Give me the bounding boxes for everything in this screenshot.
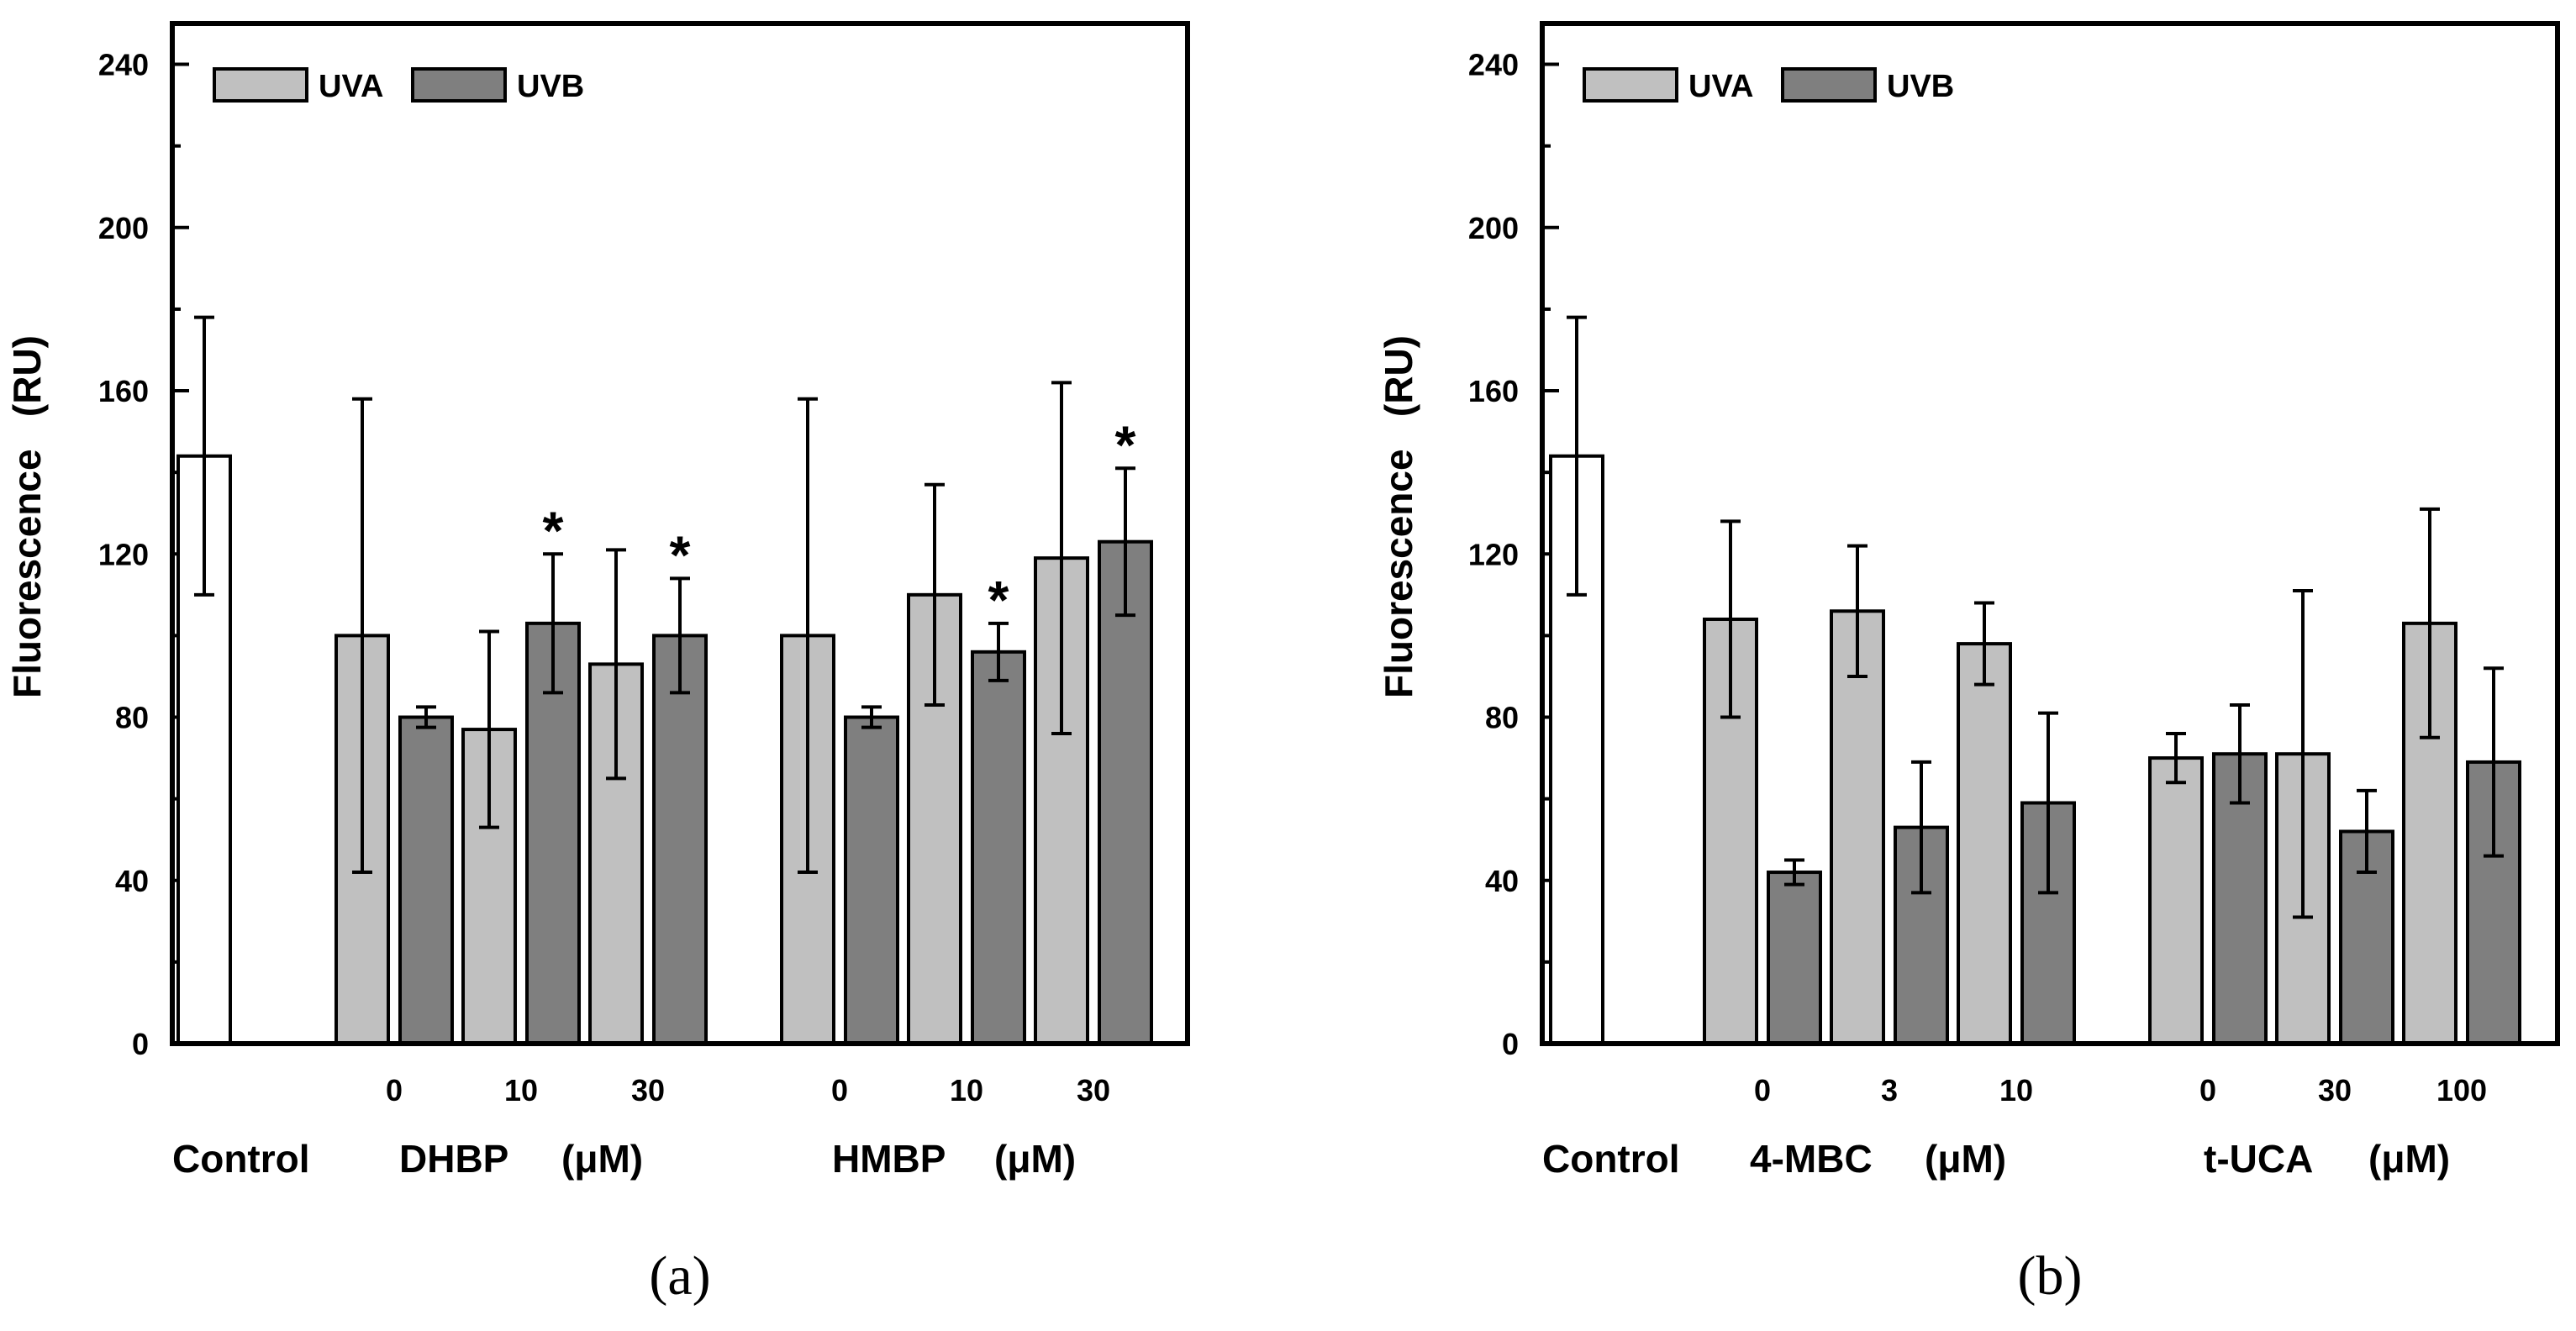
bar-uvb bbox=[1894, 825, 1949, 1046]
y-tick-label: 200 bbox=[98, 211, 149, 245]
plot-frame bbox=[170, 21, 1190, 1046]
significance-star: * bbox=[670, 524, 691, 585]
concentration-label: 10 bbox=[950, 1073, 983, 1107]
significance-star: * bbox=[543, 500, 564, 560]
group-label: HMBP bbox=[832, 1137, 946, 1181]
y-axis-title: Fluorescence (RU) bbox=[5, 335, 49, 698]
concentration-label: 10 bbox=[1999, 1073, 2033, 1107]
y-tick-label: 80 bbox=[1485, 701, 1519, 735]
y-tick-label: 240 bbox=[1468, 48, 1519, 82]
significance-star: * bbox=[1115, 414, 1136, 475]
bar-uva bbox=[1957, 642, 2012, 1045]
bar-uvb bbox=[971, 650, 1026, 1045]
group-label: 4-MBC bbox=[1750, 1137, 1873, 1181]
legend-swatch-uva bbox=[1583, 67, 1678, 103]
chart-panel-b: 0 40 80 120 160 200 240 Fluorescence (RU) 0 3 10 4-… bbox=[1377, 21, 2560, 1307]
unit-label: (μM) bbox=[561, 1137, 643, 1181]
y-tick-label: 40 bbox=[1485, 864, 1519, 898]
bar-uvb bbox=[398, 715, 454, 1046]
unit-label: (μM) bbox=[2368, 1137, 2450, 1181]
concentration-label: 30 bbox=[1077, 1073, 1110, 1107]
bar-uvb bbox=[1098, 539, 1153, 1045]
concentration-label: 10 bbox=[504, 1073, 538, 1107]
bar-uva bbox=[2148, 756, 2204, 1046]
y-tick-label: 80 bbox=[115, 701, 149, 735]
concentration-label: 0 bbox=[1754, 1073, 1771, 1107]
bar-uvb bbox=[844, 715, 899, 1046]
concentration-label: 30 bbox=[631, 1073, 665, 1107]
concentration-label: 3 bbox=[1881, 1073, 1898, 1107]
unit-label: (μM) bbox=[994, 1137, 1076, 1181]
y-tick-label: 240 bbox=[98, 48, 149, 82]
y-tick-label: 120 bbox=[1468, 537, 1519, 571]
concentration-label: 0 bbox=[2199, 1073, 2216, 1107]
y-tick-label: 0 bbox=[1502, 1027, 1519, 1061]
legend-label-uvb: UVB bbox=[517, 69, 584, 104]
unit-label: (μM) bbox=[1925, 1137, 2006, 1181]
y-tick-label: 200 bbox=[1468, 211, 1519, 245]
y-tick-label: 0 bbox=[132, 1027, 149, 1061]
panel-label: (b) bbox=[2018, 1245, 2083, 1307]
group-label: DHBP bbox=[399, 1137, 508, 1181]
y-tick-label: 160 bbox=[98, 374, 149, 408]
legend-swatch-uvb bbox=[1781, 67, 1877, 103]
bar-control bbox=[176, 454, 232, 1045]
y-tick-label: 120 bbox=[98, 537, 149, 571]
concentration-label: 0 bbox=[831, 1073, 848, 1107]
significance-star: * bbox=[988, 570, 1009, 630]
plot-frame bbox=[1540, 21, 2560, 1046]
group-label: t-UCA bbox=[2204, 1137, 2313, 1181]
y-tick-label: 160 bbox=[1468, 374, 1519, 408]
concentration-label: 30 bbox=[2318, 1073, 2352, 1107]
bar-uvb bbox=[1767, 871, 1822, 1045]
legend-label-uva: UVA bbox=[319, 69, 383, 104]
legend-swatch-uva bbox=[213, 67, 308, 103]
legend-label-uva: UVA bbox=[1688, 69, 1753, 104]
bar-uvb bbox=[652, 634, 708, 1046]
chart-panel-a: 0 40 80 120 160 200 240 Fluorescence (RU) 0 * 10 * 3… bbox=[5, 21, 1190, 1307]
control-label: Control bbox=[172, 1137, 310, 1181]
concentration-label: 100 bbox=[2436, 1073, 2487, 1107]
concentration-label: 0 bbox=[386, 1073, 403, 1107]
legend-label-uvb: UVB bbox=[1887, 69, 1954, 104]
panel-label: (a) bbox=[649, 1245, 710, 1307]
control-label: Control bbox=[1542, 1137, 1680, 1181]
y-tick-label: 40 bbox=[115, 864, 149, 898]
y-axis-title: Fluorescence (RU) bbox=[1377, 335, 1420, 698]
legend-swatch-uvb bbox=[411, 67, 507, 103]
